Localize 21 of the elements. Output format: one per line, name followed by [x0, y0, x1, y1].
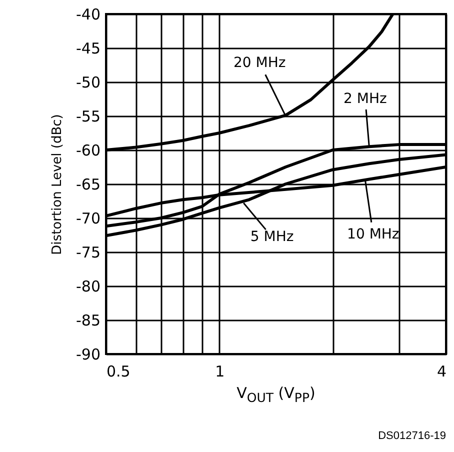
y-tick-label: -45 — [76, 40, 100, 58]
x-tick-label: 1 — [215, 362, 225, 380]
x-tick-label: 0.5 — [106, 362, 130, 380]
y-tick-label: -60 — [76, 142, 100, 160]
y-tick-label: -65 — [76, 176, 100, 194]
annotation: 10 MHz — [347, 226, 400, 242]
y-tick-label: -55 — [76, 108, 100, 126]
y-tick-label: -85 — [76, 312, 100, 330]
y-tick-label: -50 — [76, 74, 100, 92]
y-tick-label: -40 — [76, 6, 100, 24]
y-axis-title: Distortion Level (dBc) — [50, 114, 65, 255]
annotation: 20 MHz — [234, 54, 286, 71]
y-tick-label: -70 — [76, 210, 100, 228]
x-tick-label: 4 — [436, 362, 446, 380]
y-tick-label: -80 — [76, 278, 100, 296]
y-tick-label: -90 — [76, 346, 100, 364]
y-tick-label: -75 — [76, 244, 100, 262]
x-axis-title: V$_{OUT}$ (V$_{PP}$) — [236, 384, 316, 405]
annotation: 2 MHz — [344, 91, 387, 107]
annotation: 5 MHz — [250, 229, 294, 246]
text: DS012716-19 — [378, 430, 446, 442]
